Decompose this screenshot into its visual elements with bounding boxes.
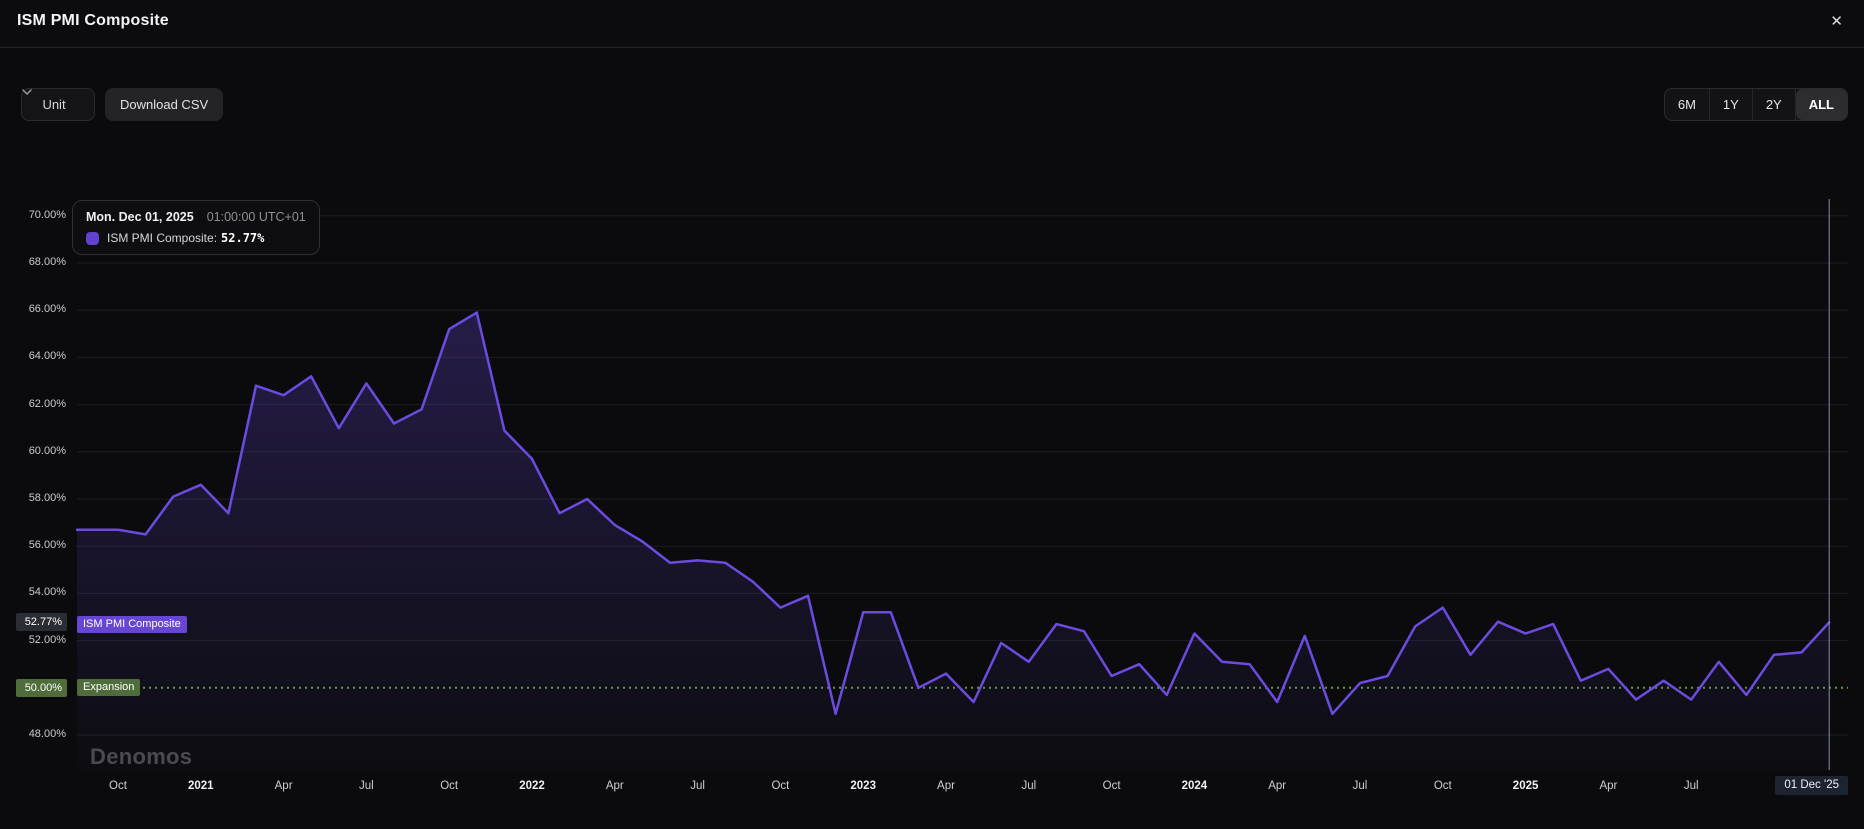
plot-svg [75, 199, 1848, 770]
tooltip: Mon. Dec 01, 2025 01:00:00 UTC+01 ISM PMI… [72, 200, 320, 255]
series-area-fill [77, 312, 1830, 770]
y-tick-label: 60.00% [28, 444, 66, 457]
tooltip-series-value: 52.77% [221, 231, 265, 245]
download-csv-button[interactable]: Download CSV [105, 88, 224, 121]
modal-header: ISM PMI Composite ✕ [0, 0, 1864, 48]
y-tick-label: 48.00% [28, 728, 66, 740]
y-tick-label: 52.00% [28, 633, 66, 646]
range-button-6m[interactable]: 6M [1665, 89, 1710, 120]
y-axis-threshold-label: 50.00% [16, 679, 67, 697]
range-button-1y[interactable]: 1Y [1710, 89, 1753, 120]
tooltip-series-label: ISM PMI Composite: [107, 231, 218, 245]
tooltip-time: 01:00:00 UTC+01 [206, 210, 306, 224]
range-selector: 6M 1Y 2Y ALL [1663, 88, 1848, 121]
y-tick-label: 66.00% [28, 303, 66, 316]
y-tick-label: 58.00% [28, 492, 66, 504]
y-tick-label: 64.00% [28, 350, 66, 363]
series-line [75, 311, 1831, 716]
unit-dropdown[interactable]: Unit [21, 88, 95, 121]
y-tick-label: 68.00% [28, 256, 66, 268]
tooltip-series-row: ISM PMI Composite: 52.77% [86, 231, 306, 245]
x-axis-current-date-label: 01 Dec '25 [1775, 776, 1848, 795]
unit-dropdown-label: Unit [42, 97, 66, 112]
tooltip-date: Mon. Dec 01, 2025 [86, 210, 194, 224]
watermark: Denomos [90, 744, 193, 769]
chart-area[interactable]: 70.00% 68.00% 66.00% 64.00% 62.00% 60.00% 58.0… [0, 47, 1864, 795]
close-icon[interactable]: ✕ [1830, 13, 1843, 30]
expansion-badge: Expansion [77, 679, 141, 696]
y-tick-label: 54.00% [28, 586, 66, 599]
range-button-2y[interactable]: 2Y [1753, 89, 1796, 120]
page-title: ISM PMI Composite [17, 12, 169, 29]
tooltip-header: Mon. Dec 01, 2025 01:00:00 UTC+01 [86, 210, 306, 224]
y-tick-label: 70.00% [28, 208, 66, 221]
chart-modal: ISM PMI Composite ✕ Unit Download CSV 6M… [0, 0, 1864, 795]
range-button-all[interactable]: ALL [1795, 89, 1847, 120]
y-tick-label: 62.00% [28, 397, 66, 410]
y-axis-current-value-label: 52.77% [16, 613, 67, 631]
series-color-swatch [86, 231, 99, 245]
series-badge: ISM PMI Composite [77, 616, 187, 633]
y-tick-label: 56.00% [28, 539, 66, 552]
